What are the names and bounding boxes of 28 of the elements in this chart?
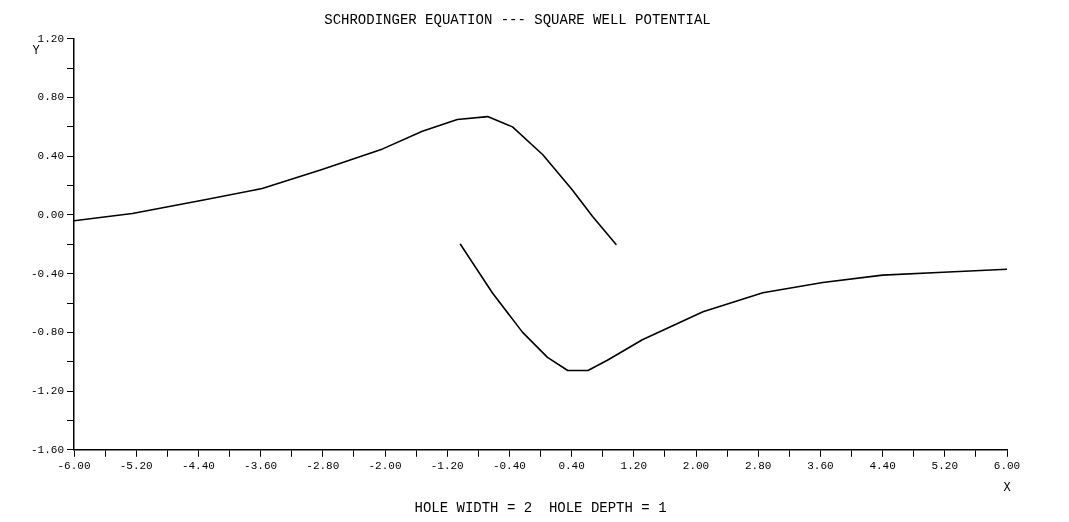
x-tick-label: -4.40	[181, 460, 215, 473]
x-tick-label: 0.40	[558, 460, 585, 473]
x-tick-label: 3.60	[807, 460, 834, 473]
x-tick-label: 2.80	[745, 460, 772, 473]
x-tick-label: -3.60	[244, 460, 278, 473]
x-tick-label: -2.00	[368, 460, 402, 473]
y-tick-label: -0.80	[30, 326, 65, 339]
x-tick-label: 2.00	[682, 460, 710, 473]
x-axis-title: X	[1003, 480, 1011, 495]
x-tick-label: 4.40	[869, 460, 896, 473]
y-tick-label: -1.20	[30, 384, 65, 397]
y-tick-label: 0.40	[37, 150, 65, 163]
y-tick-label: -1.60	[30, 443, 65, 456]
x-tick-label: -1.20	[430, 460, 464, 473]
x-tick-label: -0.40	[492, 460, 526, 473]
y-tick-label: -0.40	[30, 267, 65, 280]
y-tick-label: 0.00	[37, 208, 65, 221]
x-tick-label: 1.20	[620, 460, 648, 473]
x-tick-label: 5.20	[931, 460, 958, 473]
y-tick-label: 0.80	[37, 91, 65, 104]
y-axis-title: Y	[32, 43, 40, 58]
x-tick-label: -2.80	[306, 460, 340, 473]
x-tick-label: 6.00	[993, 460, 1021, 473]
x-tick-label: -6.00	[57, 460, 91, 473]
x-tick-label: -5.20	[119, 460, 153, 473]
text: HOLE WIDTH = 2 HOLE DEPTH = 1	[414, 499, 667, 516]
y-tick-label: 1.20	[37, 32, 65, 45]
chart-title: SCHRODINGER EQUATION --- SQUARE WELL POTENTIAL	[324, 12, 711, 29]
